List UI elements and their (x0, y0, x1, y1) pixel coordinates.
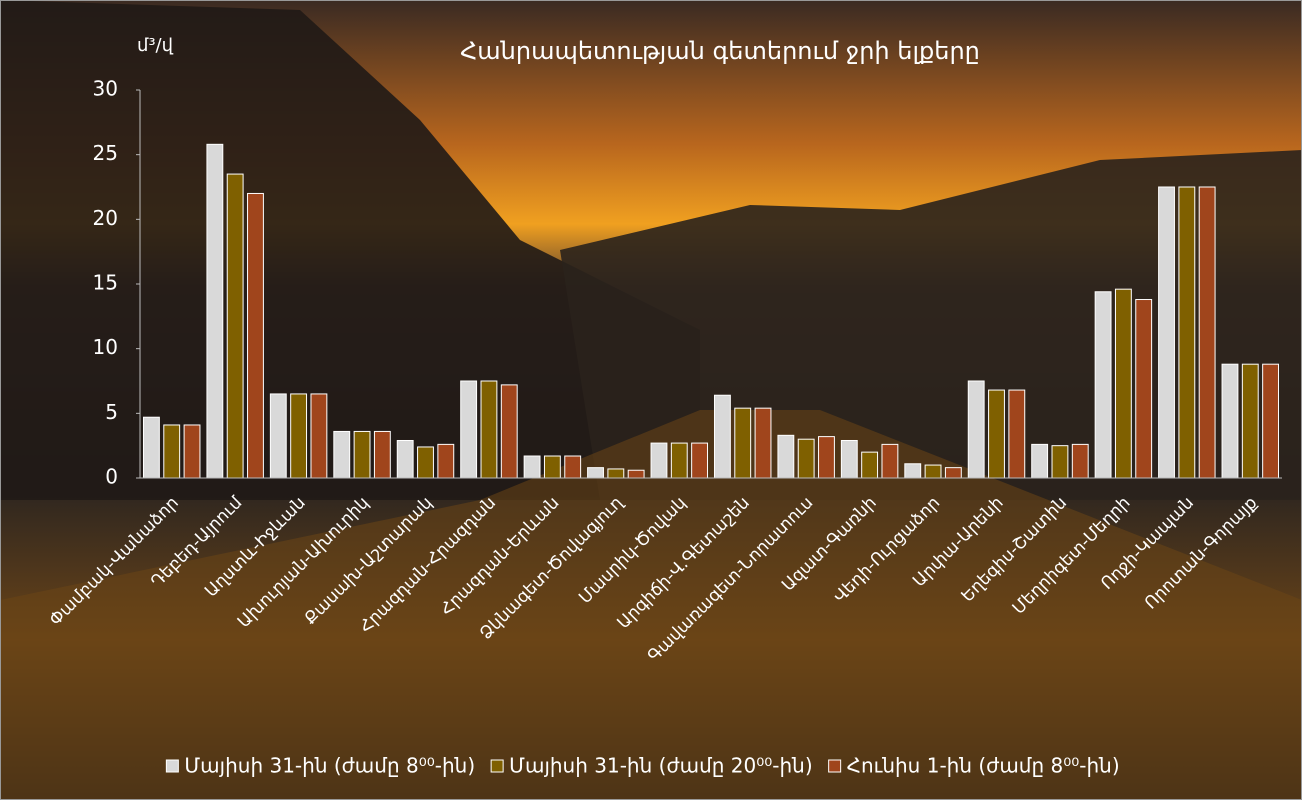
bar (967, 380, 985, 479)
y-tick-label: 15 (93, 271, 118, 295)
bar (290, 393, 308, 479)
legend-swatch (828, 759, 842, 773)
bar (269, 393, 287, 479)
bar (881, 443, 899, 479)
bar (1158, 186, 1175, 479)
bar (818, 436, 835, 479)
bar (142, 416, 160, 479)
bar (500, 384, 518, 479)
bar (670, 442, 688, 479)
bar (650, 442, 668, 479)
y-axis-label: մ³/վ (137, 35, 174, 56)
bar (1008, 389, 1026, 479)
bar (523, 455, 541, 479)
legend-label: Մայիսի 31-ին (ժամը 8⁰⁰-ին) (184, 754, 475, 778)
mountain (0, 0, 700, 500)
bar (206, 143, 224, 479)
bar (1262, 363, 1280, 479)
bar (417, 446, 434, 479)
river (0, 410, 1302, 800)
bar (713, 394, 731, 479)
bar (904, 463, 922, 479)
y-tick-label: 0 (105, 465, 118, 489)
legend-swatch (165, 759, 179, 773)
legend-label: Հունիս 1-ին (ժամը 8⁰⁰-ին) (847, 754, 1120, 778)
bar (226, 173, 244, 479)
bar (607, 468, 625, 479)
bar (1178, 186, 1196, 479)
bar (840, 439, 858, 479)
bar (1094, 291, 1112, 479)
chart-title: Հանրապետության գետերում ջրի ելքերը (460, 37, 980, 65)
bar (1198, 186, 1216, 479)
bar (777, 434, 795, 479)
y-tick-label: 20 (93, 206, 118, 230)
bar (543, 455, 561, 479)
bar (183, 424, 201, 479)
bar (333, 430, 351, 479)
bar (587, 467, 604, 479)
bar (1051, 445, 1069, 479)
legend: Մայիսի 31-ին (ժամը 8⁰⁰-ին) Մայիսի 31-ին (… (165, 754, 1120, 778)
bar (988, 389, 1005, 479)
legend-swatch (490, 759, 504, 773)
legend-label: Մայիսի 31-ին (ժամը 20⁰⁰-ին) (509, 754, 813, 778)
bar (480, 380, 498, 479)
bar (1071, 443, 1089, 479)
bar (627, 469, 645, 479)
bar (310, 393, 328, 479)
bar (353, 430, 371, 479)
y-tick-label: 5 (105, 400, 118, 424)
bar (1241, 363, 1259, 479)
bar (861, 451, 879, 479)
bar (924, 464, 942, 479)
bar (564, 455, 582, 479)
bar (797, 438, 815, 479)
bar (396, 439, 414, 479)
bar (754, 407, 772, 479)
bar (734, 407, 752, 479)
y-tick-label: 25 (93, 141, 118, 165)
bar (944, 467, 962, 479)
bar (373, 430, 391, 479)
bar (1031, 443, 1049, 479)
bar (163, 424, 181, 479)
bar (691, 442, 709, 479)
bar (1221, 363, 1239, 479)
bar (437, 443, 455, 479)
bar (1135, 299, 1153, 479)
bar (460, 380, 478, 479)
y-tick-label: 30 (93, 77, 118, 101)
y-tick-label: 10 (93, 335, 118, 359)
bar (247, 192, 264, 479)
bar (1114, 288, 1132, 479)
